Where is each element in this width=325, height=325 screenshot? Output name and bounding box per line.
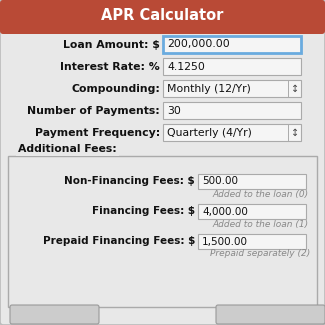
Text: Prepaid separately (2): Prepaid separately (2) <box>210 250 311 258</box>
FancyBboxPatch shape <box>163 36 301 53</box>
Text: Added to the loan (1): Added to the loan (1) <box>213 219 308 228</box>
Text: Interest Rate: %: Interest Rate: % <box>60 61 160 72</box>
Text: Additional Fees:: Additional Fees: <box>18 144 117 154</box>
FancyBboxPatch shape <box>163 102 301 119</box>
FancyBboxPatch shape <box>163 80 301 97</box>
FancyBboxPatch shape <box>8 156 317 307</box>
Text: ↕: ↕ <box>291 84 299 94</box>
FancyBboxPatch shape <box>198 204 306 219</box>
Text: Prepaid Financing Fees: $: Prepaid Financing Fees: $ <box>43 237 195 246</box>
Text: 500.00: 500.00 <box>202 176 238 187</box>
Text: Loan Amount: $: Loan Amount: $ <box>63 40 160 49</box>
Text: Financing Fees: $: Financing Fees: $ <box>92 206 195 216</box>
Text: 4.1250: 4.1250 <box>167 61 205 72</box>
FancyBboxPatch shape <box>198 234 306 249</box>
Text: APR Calculator: APR Calculator <box>101 8 224 23</box>
Text: 4,000.00: 4,000.00 <box>202 206 248 216</box>
FancyBboxPatch shape <box>198 174 306 189</box>
FancyBboxPatch shape <box>0 0 325 34</box>
Text: Added to the loan (0): Added to the loan (0) <box>213 189 308 199</box>
Text: 30: 30 <box>167 106 181 115</box>
Bar <box>3 17 322 31</box>
Text: Non-Financing Fees: $: Non-Financing Fees: $ <box>64 176 195 187</box>
FancyBboxPatch shape <box>216 305 325 324</box>
FancyBboxPatch shape <box>163 58 301 75</box>
FancyBboxPatch shape <box>163 124 301 141</box>
Text: ↕: ↕ <box>291 127 299 137</box>
Text: Monthly (12/Yr): Monthly (12/Yr) <box>167 84 251 94</box>
Text: Payment Frequency:: Payment Frequency: <box>35 127 160 137</box>
FancyBboxPatch shape <box>10 305 99 324</box>
Text: 1,500.00: 1,500.00 <box>202 237 248 246</box>
Text: Number of Payments:: Number of Payments: <box>27 106 160 115</box>
Text: Quarterly (4/Yr): Quarterly (4/Yr) <box>167 127 252 137</box>
Text: Compounding:: Compounding: <box>71 84 160 94</box>
Text: 200,000.00: 200,000.00 <box>167 40 230 49</box>
